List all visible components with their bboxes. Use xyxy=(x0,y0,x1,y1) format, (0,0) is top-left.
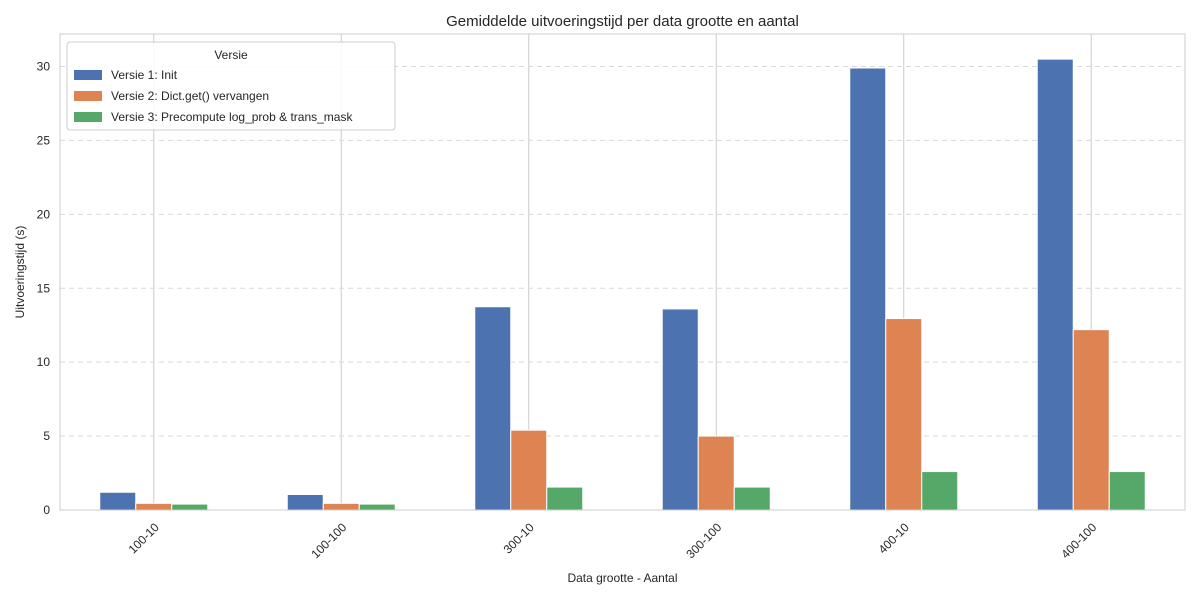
bar-2-400-100 xyxy=(1072,329,1110,511)
y-tick-label: 30 xyxy=(37,60,51,74)
legend-swatch-1 xyxy=(74,70,102,80)
bar-3-400-100 xyxy=(1108,471,1146,511)
y-axis-ticks: 0 5 10 15 20 25 30 xyxy=(37,60,51,517)
y-tick-label: 0 xyxy=(43,503,50,517)
bar-2-300-10 xyxy=(510,429,548,511)
bar-2-100-100 xyxy=(322,502,360,511)
y-tick-label: 10 xyxy=(37,355,51,369)
bar-2-300-100 xyxy=(697,435,735,511)
y-tick-label: 25 xyxy=(37,133,51,147)
legend-box xyxy=(66,41,396,131)
bar-3-400-10 xyxy=(921,471,959,511)
legend-entries: Versie 1: Init Versie 2: Dict.get() verva… xyxy=(74,68,353,124)
legend: Versie Versie 1: Init Versie 2: Dict.get(… xyxy=(66,41,396,131)
bar-3-100-10 xyxy=(171,503,209,511)
plot-frame xyxy=(59,33,1186,511)
y-tick-label: 5 xyxy=(43,429,50,443)
bar-1-400-100 xyxy=(1036,58,1074,511)
bar-1-100-100 xyxy=(286,493,324,511)
y-tick-label: 20 xyxy=(37,207,51,221)
bar-1-400-10 xyxy=(849,67,887,511)
y-axis-label: Uitvoeringstijd (s) xyxy=(13,226,27,319)
bar-1-300-10 xyxy=(474,306,512,511)
legend-swatch-2 xyxy=(74,91,102,101)
bar-1-100-10 xyxy=(99,491,137,511)
legend-swatch-3 xyxy=(74,112,102,122)
bar-3-300-100 xyxy=(733,486,771,511)
chart-title: Gemiddelde uitvoeringstijd per data groo… xyxy=(446,13,799,30)
bar-3-300-10 xyxy=(546,486,584,511)
legend-label-1: Versie 1: Init xyxy=(111,68,178,82)
bar-1-300-100 xyxy=(661,308,699,511)
legend-title: Versie xyxy=(214,48,248,62)
bar-2-400-10 xyxy=(885,318,923,511)
bars xyxy=(99,58,1146,511)
grid-lines xyxy=(60,34,1185,510)
bar-2-100-10 xyxy=(135,502,173,511)
x-axis-label: Data grootte - Aantal xyxy=(567,571,677,585)
legend-label-2: Versie 2: Dict.get() vervangen xyxy=(111,89,269,103)
bar-3-100-100 xyxy=(358,503,396,511)
y-tick-label: 15 xyxy=(37,281,51,295)
legend-label-3: Versie 3: Precompute log_prob & trans_ma… xyxy=(111,110,353,124)
